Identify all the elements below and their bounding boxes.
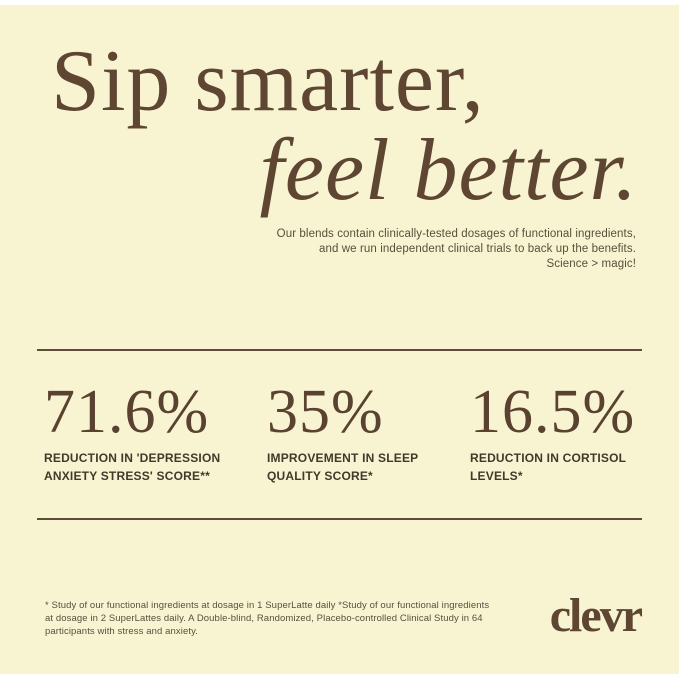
subheadline-line: Science > magic! [546, 258, 636, 270]
stat-label: REDUCTION IN 'DEPRESSION ANXIETY STRESS'… [44, 451, 221, 483]
bottom-edge-band [0, 674, 679, 679]
stat-label: IMPROVEMENT IN SLEEP QUALITY SCORE* [267, 451, 419, 483]
footnote-line: at dosage in 2 SuperLattes daily. A Doub… [45, 613, 483, 624]
stat-column-depression: 71.6% REDUCTION IN 'DEPRESSION ANXIETY S… [44, 378, 249, 485]
footnote-line: * Study of our functional ingredients at… [45, 600, 490, 611]
stat-column-sleep: 35% IMPROVEMENT IN SLEEP QUALITY SCORE* [267, 378, 472, 485]
stat-value: 71.6% [44, 378, 210, 446]
stat-column-cortisol: 16.5% REDUCTION IN CORTISOL LEVELS* [470, 378, 675, 485]
subheadline-line: and we run independent clinical trials t… [319, 243, 636, 255]
stat-label: REDUCTION IN CORTISOL LEVELS* [470, 451, 626, 483]
stat-value: 35% [267, 378, 384, 446]
divider-top [37, 349, 642, 351]
headline-line2: feel better. [259, 122, 638, 219]
brand-logo: clevr [549, 589, 643, 642]
footnote: * Study of our functional ingredients at… [45, 599, 489, 638]
subheadline: Our blends contain clinically-tested dos… [277, 227, 636, 272]
divider-bottom [37, 518, 642, 520]
top-edge-band [0, 0, 679, 5]
stat-value: 16.5% [470, 378, 636, 446]
footnote-line: participants with stress and anxiety. [45, 626, 198, 637]
subheadline-line: Our blends contain clinically-tested dos… [276, 228, 636, 240]
headline-line1: Sip smarter, [51, 33, 485, 130]
